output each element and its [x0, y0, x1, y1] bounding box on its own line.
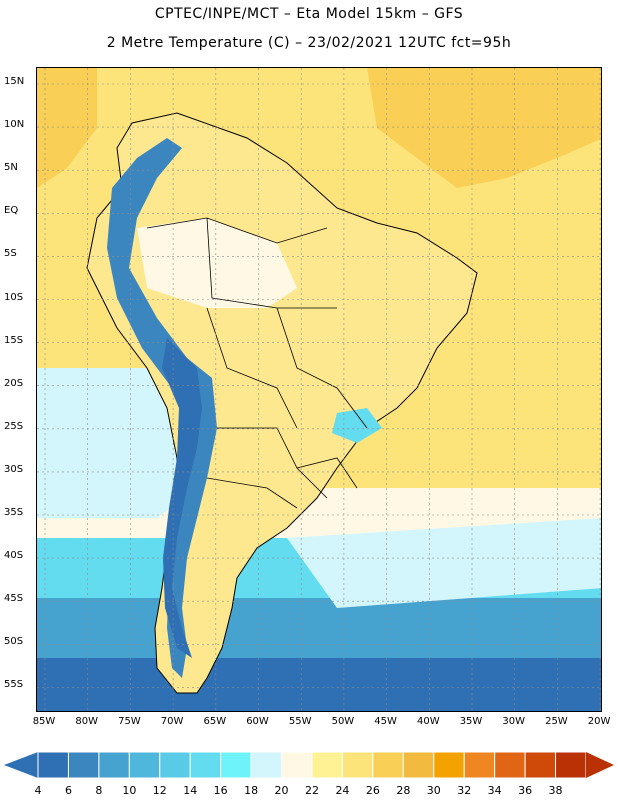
chart-subtitle: 2 Metre Temperature (C) – 23/02/2021 12U…: [106, 35, 512, 51]
lat-label: 5N: [4, 162, 18, 174]
lon-label: 25W: [545, 716, 568, 727]
colorbar-swatch: [555, 751, 587, 779]
colorbar-swatch: [220, 751, 252, 779]
lat-label: 25S: [4, 420, 24, 432]
colorbar-swatch: [372, 751, 404, 779]
lat-label: 55S: [4, 679, 24, 691]
colorbar-label: 10: [122, 784, 136, 797]
colorbar-swatch: [250, 751, 283, 779]
southeast-brazil-cool-region: [332, 408, 382, 443]
colorbar-label: 22: [305, 784, 319, 797]
andes-high-region: [162, 338, 202, 658]
colorbar-swatch: [37, 751, 69, 779]
lon-label: 35W: [459, 716, 483, 727]
colorbar-label: 30: [427, 784, 441, 797]
colorbar-swatch: [67, 751, 100, 779]
lat-label: 15N: [4, 76, 25, 87]
colorbar-label: 4: [35, 784, 42, 797]
colorbar-label: 8: [95, 784, 102, 797]
lat-label: 45S: [4, 593, 24, 605]
colorbar-label: 28: [396, 784, 410, 797]
colorbar-swatch: [433, 751, 465, 779]
ocean-cool-region: [37, 368, 197, 518]
colorbar-swatch: [311, 751, 343, 779]
colorbar-swatch: [402, 751, 435, 779]
lat-label: 10S: [4, 291, 24, 303]
colorbar-label: 6: [65, 784, 72, 797]
lat-label: 40S: [4, 550, 24, 562]
lon-label: 65W: [203, 716, 227, 727]
colorbar-swatch: [463, 751, 496, 779]
colorbar-left-arrow: [4, 752, 38, 778]
lat-label: EQ: [4, 205, 19, 217]
colorbar-label: 14: [183, 784, 197, 797]
lon-label: 55W: [288, 716, 312, 727]
lon-label: 70W: [160, 716, 184, 727]
colorbar-label: 18: [244, 784, 258, 797]
temperature-map: [36, 67, 602, 712]
chart-title: CPTEC/INPE/MCT – Eta Model 15km – GFS: [154, 6, 464, 22]
colorbar-label: 24: [335, 784, 349, 797]
colorbar-label: 34: [488, 784, 502, 797]
lat-label: 35S: [4, 507, 24, 518]
colorbar-label: 32: [457, 784, 471, 797]
ocean-hot-region: [37, 68, 97, 188]
graticule-lines: [37, 68, 601, 711]
lon-label: 80W: [75, 716, 98, 727]
lon-label: 50W: [331, 716, 355, 727]
ocean-cool-region: [287, 518, 601, 608]
lon-label: 60W: [246, 716, 269, 727]
lat-label: 50S: [4, 636, 24, 648]
colorbar-label: 16: [214, 784, 228, 797]
lat-label: 10N: [4, 119, 25, 131]
country-borders: [146, 217, 368, 509]
lon-label: 20W: [587, 716, 611, 727]
colorbar-label: 20: [275, 784, 289, 797]
amazon-pale-region: [137, 218, 297, 308]
colorbar-label: 12: [153, 784, 167, 797]
colorbar-swatch: [524, 751, 557, 779]
lat-label: 15S: [4, 334, 24, 346]
lon-label: 40W: [416, 716, 440, 727]
colorbar-right-arrow: [586, 752, 614, 778]
lat-label: 30S: [4, 463, 24, 475]
colorbar-label: 38: [549, 784, 563, 797]
colorbar-label: 36: [518, 784, 532, 797]
ocean-colder-region: [37, 658, 601, 711]
lat-label: 20S: [4, 377, 24, 389]
colorbar-swatch: [189, 751, 222, 779]
lon-label: 45W: [374, 716, 397, 727]
colorbar-swatch: [159, 751, 191, 779]
lon-label: 30W: [502, 716, 525, 727]
colorbar: 4 6 8 10 12 14 16 18 20 22 24 26 28 30 32 34 36 38: [0, 748, 618, 800]
colorbar-swatch: [98, 751, 130, 779]
colorbar-swatch: [494, 751, 526, 779]
colorbar-label: 26: [366, 784, 380, 797]
andes-cold-region: [107, 138, 217, 678]
lon-label: 75W: [118, 716, 141, 727]
ocean-cold-region: [37, 598, 601, 658]
lat-label: 5S: [4, 248, 17, 260]
lon-label: 85W: [32, 716, 56, 727]
colorbar-swatch: [128, 751, 161, 779]
colorbar-swatch: [281, 751, 313, 779]
colorbar-swatch: [341, 751, 374, 779]
ocean-hot-region: [367, 68, 601, 188]
